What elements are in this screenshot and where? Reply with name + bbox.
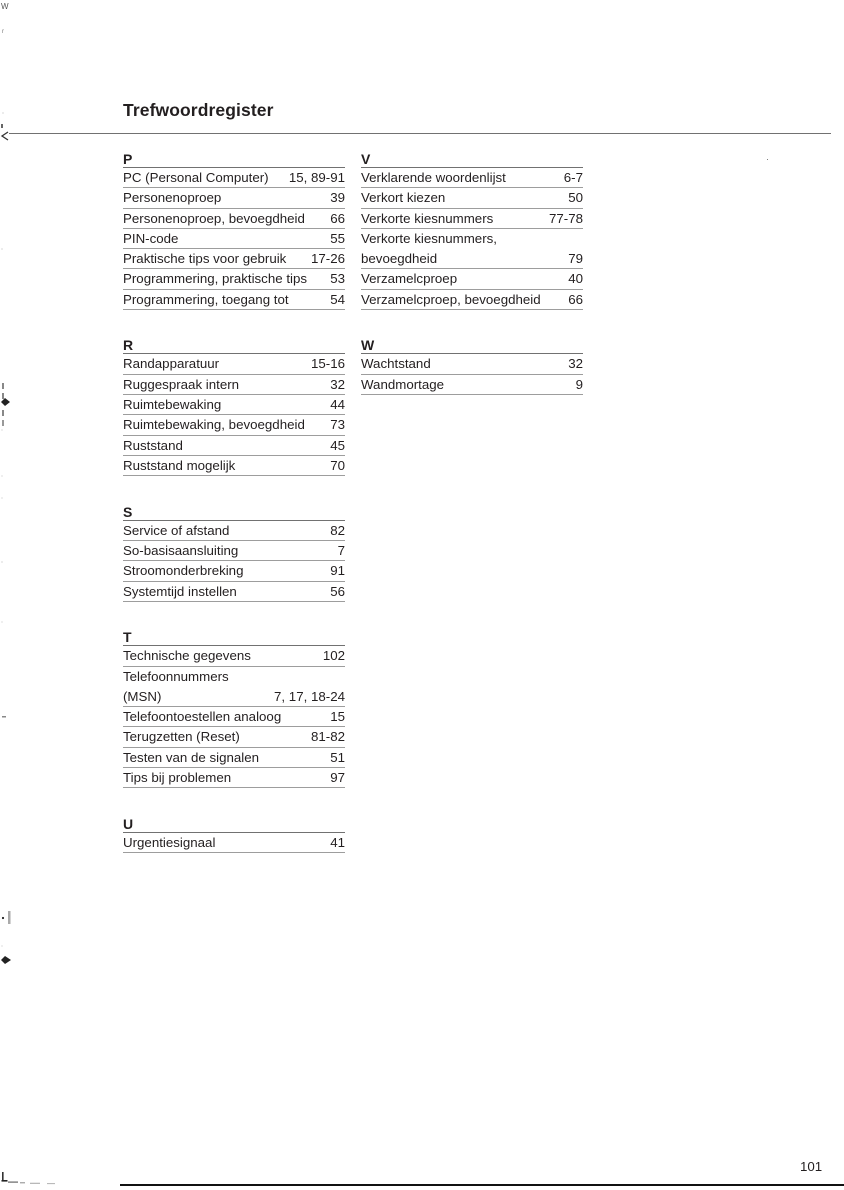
svg-text:W: W: [1, 2, 9, 11]
svg-text:r: r: [2, 29, 4, 35]
